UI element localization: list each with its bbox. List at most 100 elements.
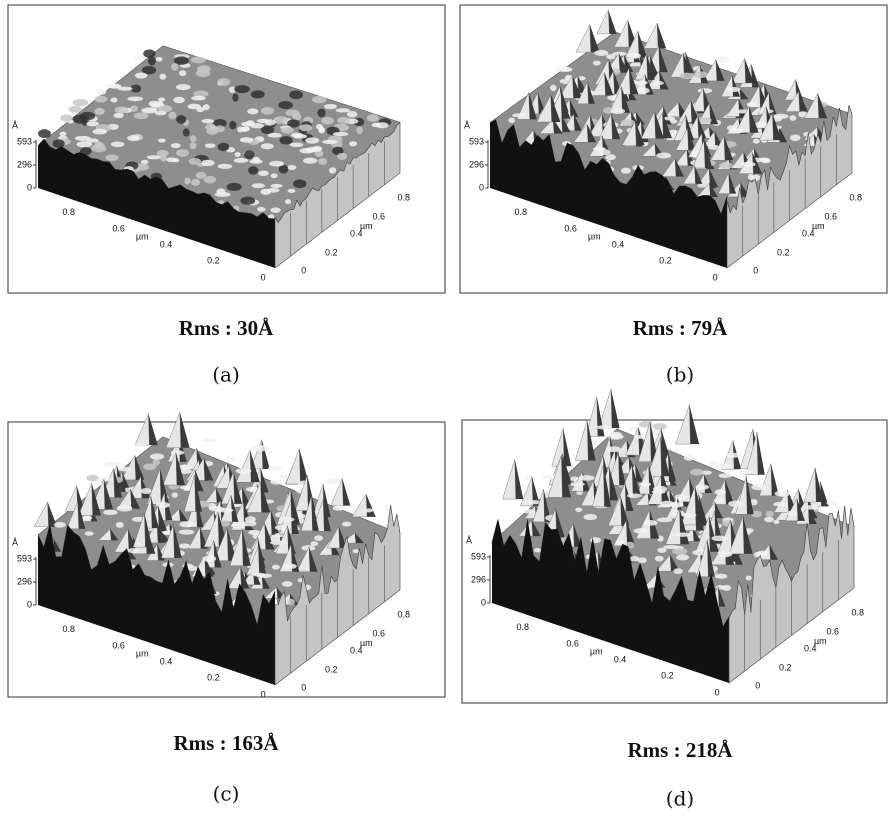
surface-texture <box>655 556 664 562</box>
surface-texture <box>270 540 286 544</box>
surface-texture <box>653 81 664 85</box>
z-tick-label: 296 <box>471 574 486 584</box>
surface-texture <box>60 114 72 121</box>
surface-texture <box>322 140 338 144</box>
surface-texture <box>231 523 246 529</box>
surface-texture <box>240 137 253 143</box>
surface-texture <box>715 489 727 495</box>
surface-texture <box>299 148 314 153</box>
z-tick-label: 296 <box>469 159 484 169</box>
surface-texture <box>95 96 108 103</box>
front-axis-label: 0 <box>713 272 718 282</box>
surface-texture <box>179 521 195 527</box>
surface-texture <box>753 139 760 144</box>
surface-texture <box>290 142 304 147</box>
surface-texture <box>353 549 359 553</box>
surface-texture <box>258 171 269 176</box>
surface-texture <box>765 511 773 518</box>
surface-texture <box>349 141 357 146</box>
surface-texture <box>176 115 186 124</box>
front-axis-label: 0.6 <box>566 639 579 649</box>
surface-texture <box>217 78 230 86</box>
z-unit: Å <box>466 535 472 545</box>
surface-texture <box>250 123 264 128</box>
surface-texture <box>593 147 606 151</box>
front-axis-label: 0.6 <box>112 641 125 651</box>
surface-texture <box>652 490 666 494</box>
surface-texture <box>225 456 236 462</box>
z-unit: Å <box>464 120 470 130</box>
surface-texture <box>656 152 671 158</box>
surface-texture <box>82 516 92 520</box>
surface-texture <box>201 438 217 442</box>
surface-texture <box>127 96 143 101</box>
surface-texture <box>694 71 708 78</box>
surface-texture <box>156 57 163 62</box>
surface-texture <box>672 548 687 555</box>
surface-texture <box>718 551 732 557</box>
surface-texture <box>95 89 106 95</box>
surface-texture <box>75 136 91 141</box>
surface-texture <box>698 88 712 93</box>
surface-texture <box>53 139 65 148</box>
surface-texture <box>278 101 293 109</box>
surface-texture <box>317 108 325 117</box>
surface-texture <box>117 505 133 511</box>
front-axis-label: 0.2 <box>207 256 220 266</box>
surface-texture <box>695 484 709 489</box>
surface-texture <box>187 104 200 110</box>
surface-texture <box>680 73 694 80</box>
surface-texture <box>728 500 743 506</box>
front-axis-label: µm <box>588 232 601 242</box>
surface-texture <box>229 121 236 130</box>
surface-texture <box>726 453 741 458</box>
surface-texture <box>314 535 323 541</box>
surface-texture <box>757 551 768 557</box>
surface-texture <box>579 475 595 481</box>
surface-texture <box>135 72 147 78</box>
front-axis-label: 0.4 <box>160 240 173 250</box>
side-axis-label: µm <box>360 221 373 231</box>
surface-texture <box>206 127 218 135</box>
surface-texture <box>653 423 668 430</box>
surface-texture <box>158 97 165 101</box>
surface-texture <box>148 57 156 66</box>
surface-texture <box>68 106 82 113</box>
rms-caption: Rms : 30Å <box>179 316 274 340</box>
surface-texture <box>159 74 166 80</box>
front-axis-label: µm <box>590 647 603 657</box>
surface-texture <box>172 492 178 498</box>
surface-texture <box>249 160 263 164</box>
surface-texture <box>247 108 258 114</box>
surface-texture <box>117 467 131 472</box>
surface-texture <box>289 90 303 99</box>
z-tick-label: 593 <box>471 551 486 561</box>
z-tick-label: 296 <box>17 576 32 586</box>
surface-texture <box>38 129 51 138</box>
surface-texture <box>166 157 176 162</box>
surface-texture <box>727 87 741 92</box>
z-tick-label: 0 <box>27 182 32 192</box>
z-tick-label: 296 <box>17 159 32 169</box>
surface-texture <box>773 520 779 524</box>
afm-panel: 5932960Å0.80.6µm0.40.2000.20.4µm0.60.8 <box>462 389 887 703</box>
front-axis-label: µm <box>136 649 149 659</box>
side-axis-label: 0.6 <box>827 626 840 636</box>
surface-texture <box>132 56 147 60</box>
surface-texture <box>826 501 837 505</box>
surface-texture <box>718 473 732 478</box>
surface-texture <box>764 517 774 522</box>
surface-texture <box>644 520 658 526</box>
surface-texture <box>253 445 269 451</box>
surface-texture <box>293 179 306 188</box>
surface-texture <box>627 494 642 498</box>
surface-texture <box>528 500 541 504</box>
surface-texture <box>147 155 161 159</box>
surface-texture <box>747 102 757 106</box>
surface-texture <box>190 142 197 149</box>
surface-texture <box>555 67 571 72</box>
surface-texture <box>260 189 271 195</box>
surface-texture <box>257 119 270 123</box>
front-axis-label: 0.6 <box>112 224 125 234</box>
surface-texture <box>279 136 292 144</box>
